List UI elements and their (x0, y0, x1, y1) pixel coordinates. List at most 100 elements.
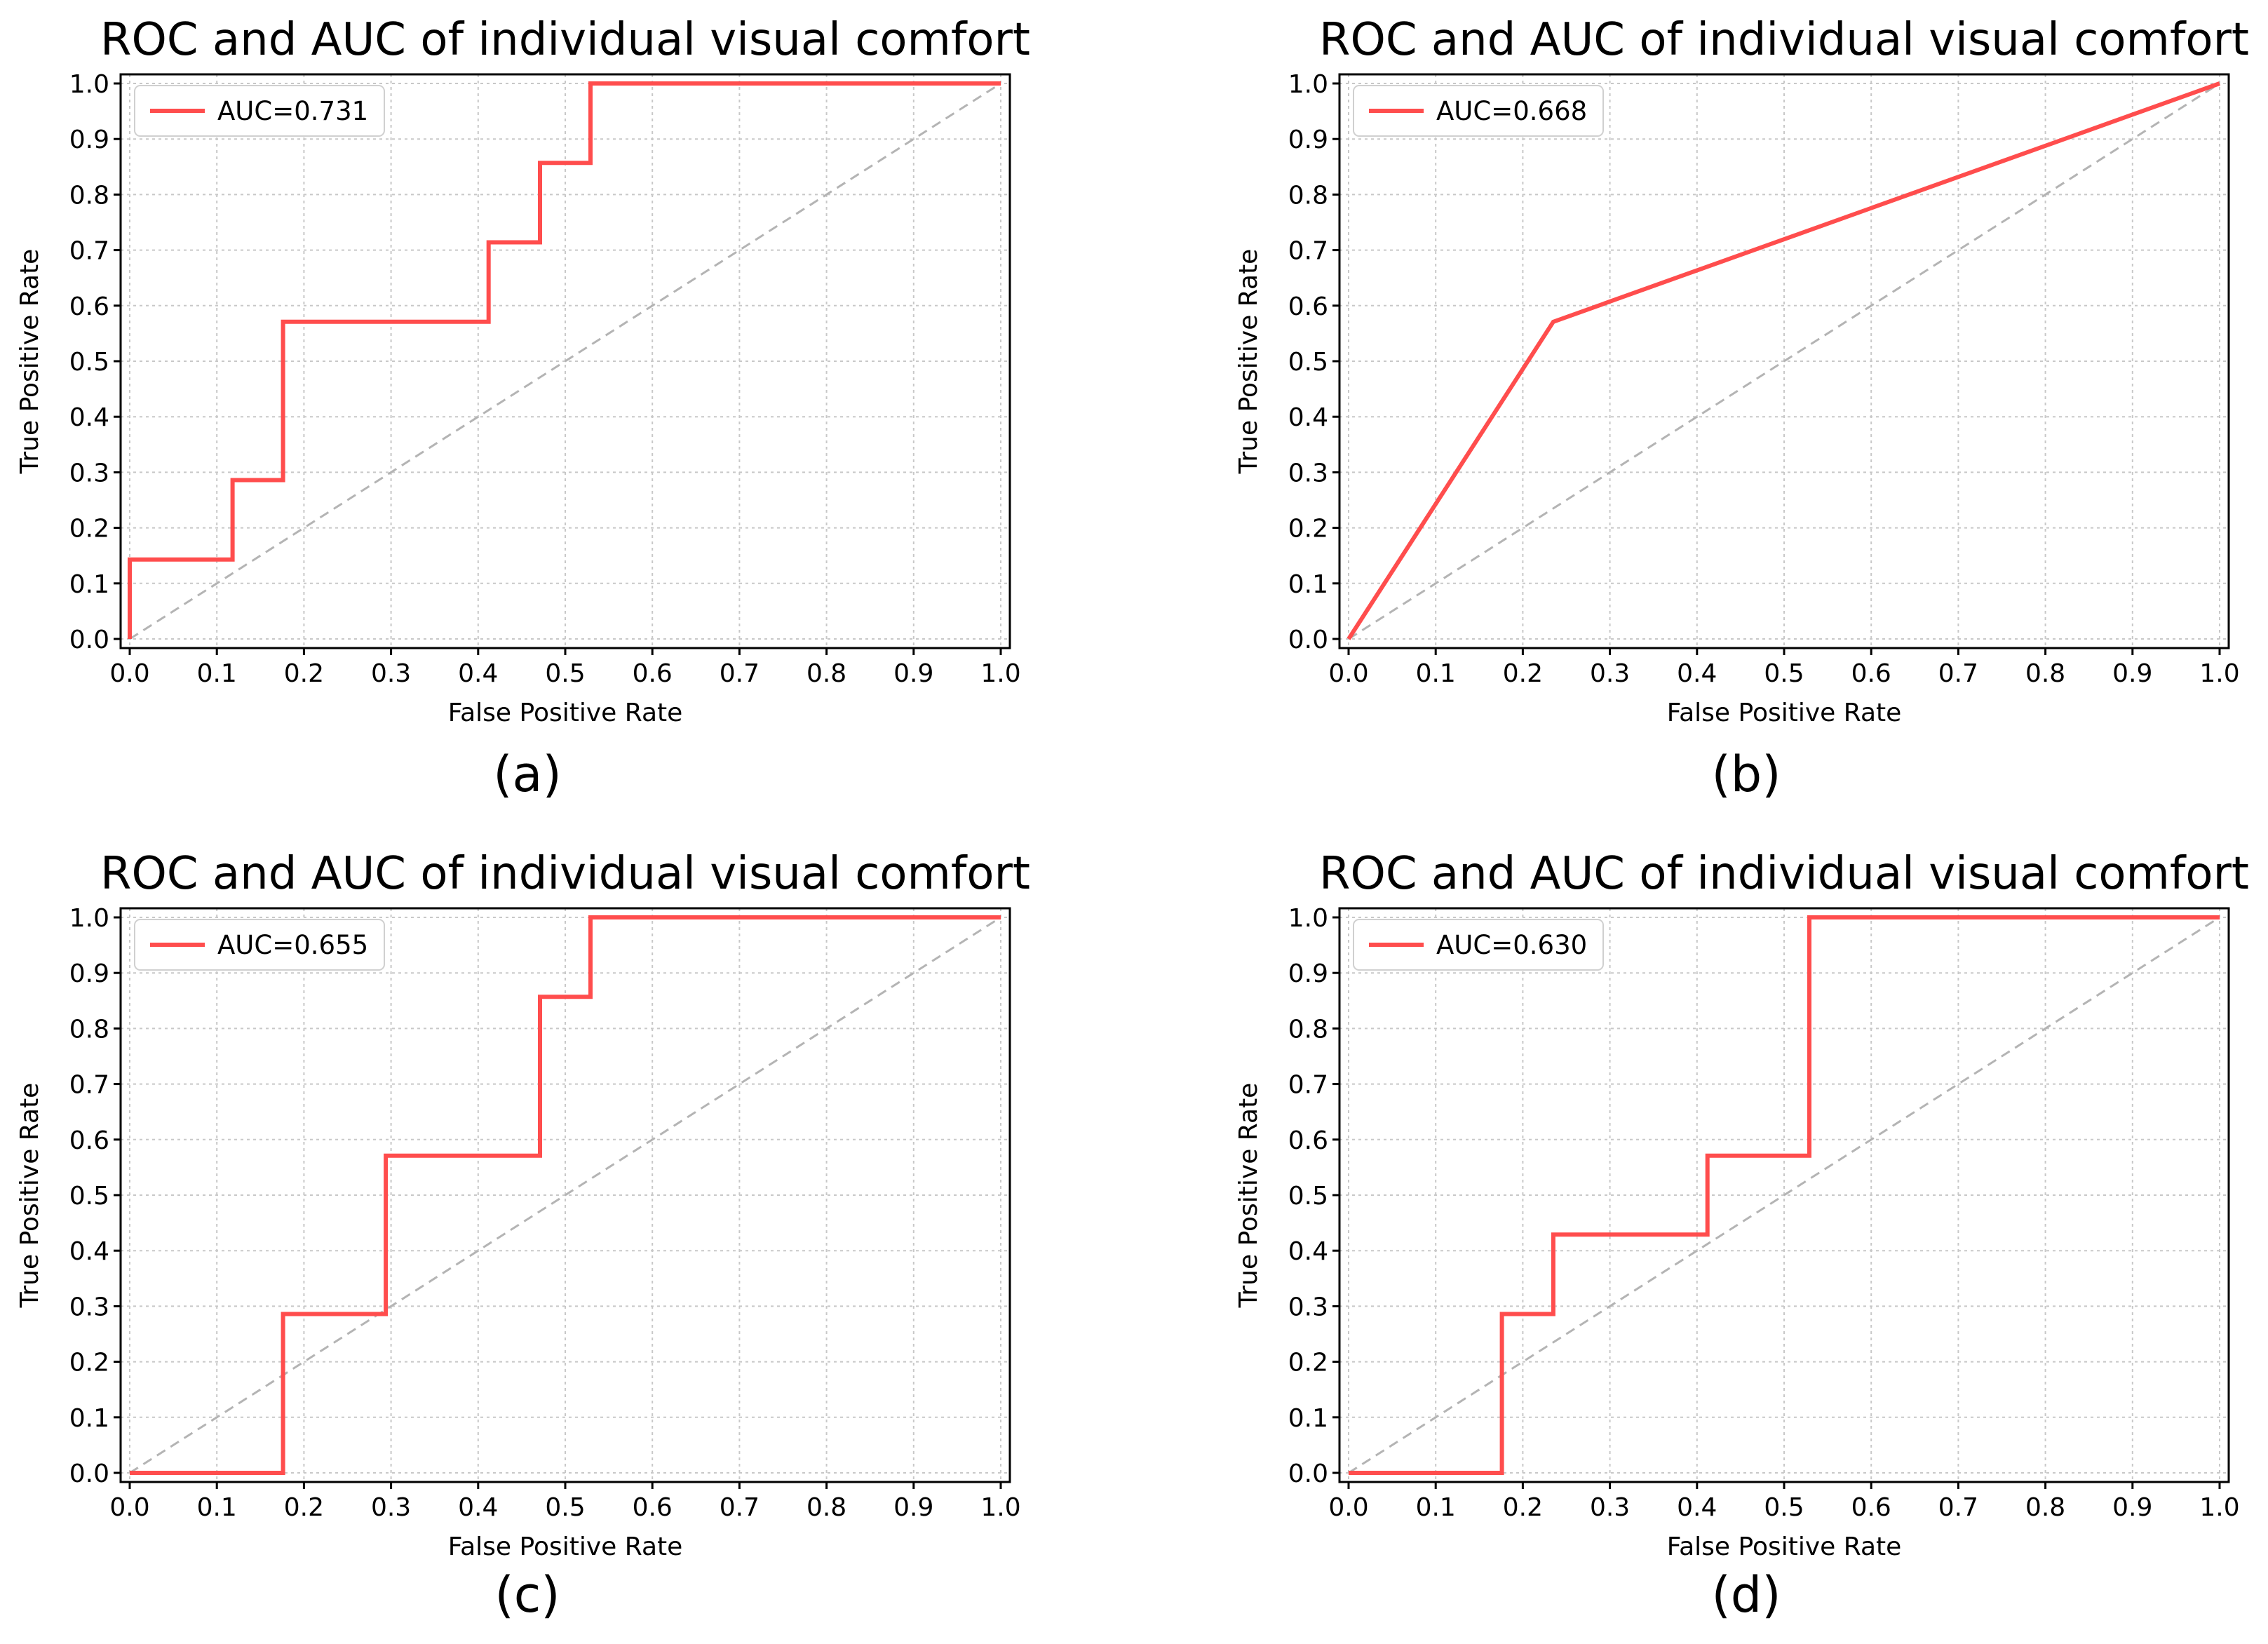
x-tick-label: 0.8 (2025, 659, 2065, 688)
chance-diagonal-line (129, 916, 1001, 1474)
axes-frame (119, 73, 1011, 649)
y-tick-label: 0.7 (69, 1071, 109, 1100)
y-tick-label: 0.7 (1288, 237, 1328, 266)
x-tick-label: 1.0 (2199, 1493, 2239, 1522)
x-tick-label: 0.6 (1851, 1493, 1891, 1522)
x-axis-label: False Positive Rate (448, 699, 683, 727)
x-tick-label: 0.8 (2025, 1493, 2065, 1522)
x-tick-label: 0.0 (109, 659, 149, 688)
x-tick-label: 0.5 (545, 1493, 585, 1522)
y-tick-label: 0.6 (69, 1126, 109, 1155)
x-tick-label: 0.2 (1503, 659, 1543, 688)
axes-frame (119, 907, 1011, 1483)
x-tick-label: 0.9 (893, 1493, 933, 1522)
y-tick-label: 0.8 (1288, 181, 1328, 210)
y-tick-label: 0.1 (1288, 570, 1328, 599)
x-tick-label: 0.7 (1938, 659, 1978, 688)
y-tick-label: 0.3 (1288, 1293, 1328, 1321)
y-tick-label: 0.5 (69, 348, 109, 377)
y-tick-label: 0.4 (1288, 403, 1328, 432)
y-tick-label: 1.0 (69, 70, 109, 99)
y-tick-label: 0.3 (69, 459, 109, 487)
x-tick-label: 0.3 (371, 1493, 411, 1522)
y-tick-label: 0.0 (69, 1460, 109, 1488)
y-tick-label: 0.8 (69, 181, 109, 210)
x-tick-label: 1.0 (980, 1493, 1020, 1522)
y-axis-label: True Positive Rate (15, 249, 44, 475)
y-tick-label: 1.0 (69, 904, 109, 933)
x-tick-label: 0.7 (1938, 1493, 1978, 1522)
panel-caption: (d) (1711, 1566, 1781, 1624)
legend: AUC=0.731 (134, 85, 385, 137)
y-tick-label: 0.3 (1288, 459, 1328, 487)
x-tick-label: 0.5 (1764, 659, 1804, 688)
legend-box (1353, 85, 1604, 137)
y-tick-label: 0.8 (69, 1015, 109, 1044)
x-tick-label: 0.5 (545, 659, 585, 688)
x-tick-label: 0.5 (1764, 1493, 1804, 1522)
x-tick-label: 1.0 (980, 659, 1020, 688)
legend-box (134, 919, 385, 971)
y-axis-label: True Positive Rate (1234, 1083, 1263, 1309)
chance-diagonal-line (1348, 82, 2220, 640)
roc-curve-series-1 (1349, 915, 2220, 1475)
x-tick-label: 1.0 (2199, 659, 2239, 688)
legend-box (134, 85, 385, 137)
y-tick-label: 0.4 (69, 403, 109, 432)
x-tick-label: 0.9 (893, 659, 933, 688)
y-tick-label: 1.0 (1288, 904, 1328, 933)
y-tick-label: 0.7 (69, 237, 109, 266)
x-axis-label: False Positive Rate (448, 1532, 683, 1561)
chart-title: ROC and AUC of individual visual comfort (100, 848, 1030, 900)
x-tick-label: 0.4 (1677, 1493, 1717, 1522)
x-tick-label: 0.9 (2112, 1493, 2152, 1522)
legend-label: AUC=0.731 (217, 96, 368, 126)
panel-caption: (c) (494, 1566, 560, 1624)
chance-diagonal-line (129, 82, 1001, 640)
legend-label: AUC=0.655 (217, 930, 368, 960)
y-tick-label: 0.9 (1288, 126, 1328, 154)
x-tick-label: 0.1 (197, 659, 237, 688)
y-tick-label: 0.6 (1288, 292, 1328, 321)
y-tick-label: 0.2 (69, 1349, 109, 1377)
chart-title: ROC and AUC of individual visual comfort (100, 14, 1030, 66)
legend: AUC=0.655 (134, 919, 385, 971)
x-tick-label: 0.8 (806, 659, 846, 688)
x-tick-label: 0.6 (633, 1493, 673, 1522)
y-tick-label: 0.9 (69, 126, 109, 154)
legend: AUC=0.668 (1353, 85, 1604, 137)
y-tick-label: 0.4 (1288, 1237, 1328, 1266)
chart-panel-3: ROC and AUC of individual visual comfort… (15, 848, 1030, 1624)
y-tick-label: 0.6 (69, 292, 109, 321)
x-tick-label: 0.0 (109, 1493, 149, 1522)
x-tick-label: 0.6 (633, 659, 673, 688)
y-tick-label: 0.2 (69, 515, 109, 544)
y-tick-label: 0.5 (69, 1182, 109, 1211)
x-tick-label: 0.4 (1677, 659, 1717, 688)
x-tick-label: 0.0 (1328, 1493, 1368, 1522)
x-tick-label: 0.0 (1328, 659, 1368, 688)
x-tick-label: 0.7 (720, 659, 760, 688)
y-tick-label: 0.6 (1288, 1126, 1328, 1155)
y-tick-label: 0.3 (69, 1293, 109, 1321)
chart-title: ROC and AUC of individual visual comfort (1319, 848, 2249, 900)
y-tick-label: 0.2 (1288, 515, 1328, 544)
y-tick-label: 0.1 (69, 570, 109, 599)
panel-caption: (a) (493, 746, 562, 803)
x-tick-label: 0.3 (1590, 1493, 1630, 1522)
y-tick-label: 0.0 (69, 626, 109, 654)
y-tick-label: 1.0 (1288, 70, 1328, 99)
x-tick-label: 0.1 (1416, 1493, 1456, 1522)
x-tick-label: 0.4 (458, 659, 498, 688)
legend: AUC=0.630 (1353, 919, 1604, 971)
x-tick-label: 0.2 (284, 1493, 324, 1522)
y-tick-label: 0.8 (1288, 1015, 1328, 1044)
chart-panel-1: ROC and AUC of individual visual comfort… (15, 14, 1030, 803)
y-tick-label: 0.5 (1288, 348, 1328, 377)
x-tick-label: 0.8 (806, 1493, 846, 1522)
y-tick-label: 0.9 (1288, 959, 1328, 988)
y-tick-label: 0.0 (1288, 626, 1328, 654)
y-tick-label: 0.2 (1288, 1349, 1328, 1377)
x-tick-label: 0.7 (720, 1493, 760, 1522)
y-tick-label: 0.7 (1288, 1071, 1328, 1100)
